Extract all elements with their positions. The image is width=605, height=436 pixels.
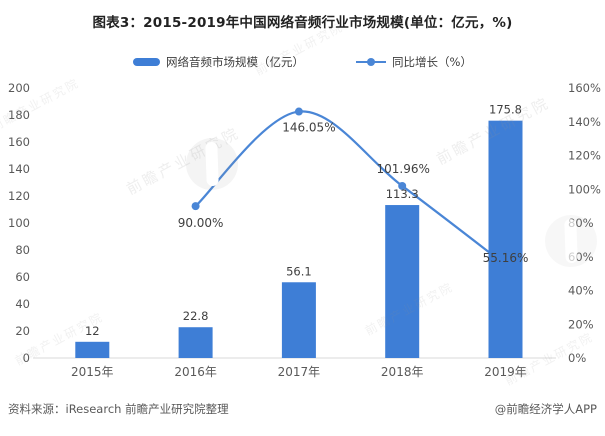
- line-value-label: 90.00%: [178, 216, 224, 230]
- x-axis-category-label: 2019年: [484, 365, 527, 379]
- bar-swatch-icon: [133, 58, 161, 66]
- right-axis-tick: 0%: [568, 351, 586, 365]
- left-axis-tick: 200: [8, 81, 30, 95]
- bar-2016年: [178, 327, 213, 358]
- bar-value-label: 12: [85, 324, 100, 338]
- legend-item-market-size: 网络音频市场规模（亿元）: [133, 54, 304, 70]
- right-axis-tick: 60%: [568, 250, 594, 264]
- right-axis-tick: 140%: [568, 115, 601, 129]
- right-axis-tick: 40%: [568, 284, 594, 298]
- bar-2019年: [488, 120, 523, 358]
- chart-legend: 网络音频市场规模（亿元） 同比增长（%）: [0, 54, 605, 70]
- left-axis-tick: 120: [8, 189, 30, 203]
- bar-2018年: [385, 205, 420, 358]
- right-axis-tick: 100%: [568, 182, 601, 196]
- bar-value-label: 56.1: [286, 264, 312, 278]
- left-axis-tick: 140: [8, 162, 30, 176]
- line-marker-dot: [191, 202, 200, 211]
- data-source-note: 资料来源：iResearch 前瞻产业研究院整理: [8, 402, 229, 416]
- page-title: 图表3：2015-2019年中国网络音频行业市场规模(单位：亿元，%): [92, 15, 513, 31]
- x-axis-category-label: 2017年: [278, 365, 321, 379]
- credit-note: @前瞻经济学人APP: [494, 402, 597, 416]
- x-axis-category-label: 2016年: [174, 365, 217, 379]
- right-axis-tick: 160%: [568, 81, 601, 95]
- left-axis-tick: 20: [15, 324, 30, 338]
- left-axis-tick: 160: [8, 135, 30, 149]
- left-axis-tick: 80: [15, 243, 30, 257]
- legend-label: 网络音频市场规模（亿元）: [166, 55, 305, 69]
- bar-value-label: 22.8: [183, 309, 209, 323]
- bar-value-label: 175.8: [489, 103, 522, 117]
- x-axis-category-label: 2015年: [71, 365, 114, 379]
- left-axis-tick: 0: [23, 351, 30, 365]
- right-axis-tick: 20%: [568, 317, 594, 331]
- x-axis-category-label: 2018年: [381, 365, 424, 379]
- legend-label: 同比增长（%）: [392, 55, 472, 69]
- bar-2017年: [281, 282, 316, 358]
- legend-item-yoy-growth: 同比增长（%）: [356, 54, 472, 70]
- line-marker-dot: [294, 107, 303, 116]
- bar-2015年: [75, 341, 110, 358]
- left-axis-tick: 40: [15, 297, 30, 311]
- bar-value-label: 113.3: [386, 187, 419, 201]
- right-axis-tick: 80%: [568, 216, 594, 230]
- line-value-label: 146.05%: [282, 121, 335, 135]
- line-value-label: 55.16%: [483, 251, 529, 265]
- left-axis-tick: 100: [8, 216, 30, 230]
- left-axis-tick: 60: [15, 270, 30, 284]
- yoy-growth-line: [194, 110, 507, 267]
- line-value-label: 101.96%: [377, 162, 430, 176]
- right-axis-tick: 120%: [568, 149, 601, 163]
- left-axis-tick: 180: [8, 108, 30, 122]
- line-marker-dot: [398, 181, 407, 190]
- line-dot-swatch-icon: [356, 58, 387, 66]
